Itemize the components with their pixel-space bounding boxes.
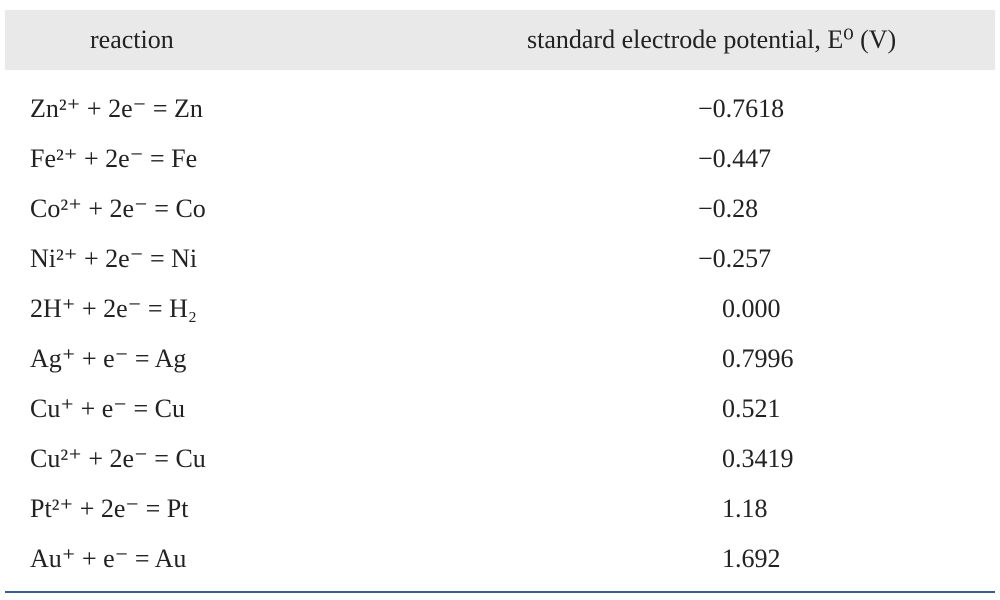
reaction-cell: Cu⁺ + e⁻ = Cu xyxy=(30,394,185,423)
reaction-cell: Au⁺ + e⁻ = Au xyxy=(30,544,187,573)
reaction-cell: Ni²⁺ + 2e⁻ = Ni xyxy=(30,244,198,273)
reaction-cell: Fe²⁺ + 2e⁻ = Fe xyxy=(30,144,198,173)
potential-cell: 0.3419 xyxy=(722,444,794,473)
reaction-cell: 2H⁺ + 2e⁻ = H₂ xyxy=(30,294,197,323)
bottom-rule xyxy=(5,591,995,593)
potential-cell: 0.521 xyxy=(722,394,781,423)
potential-cell: −0.28 xyxy=(698,194,759,223)
potential-cell: 1.18 xyxy=(722,494,768,523)
reaction-cell: Co²⁺ + 2e⁻ = Co xyxy=(30,194,206,223)
header-cell: standard electrode potential, E⁰ (V) xyxy=(527,25,897,54)
reaction-cell: Cu²⁺ + 2e⁻ = Cu xyxy=(30,444,206,473)
potential-cell: 0.000 xyxy=(722,294,781,323)
reaction-cell: Ag⁺ + e⁻ = Ag xyxy=(30,344,187,373)
header-band xyxy=(5,10,995,70)
potential-cell: 1.692 xyxy=(722,544,781,573)
potential-cell: 0.7996 xyxy=(722,344,794,373)
reaction-cell: Pt²⁺ + 2e⁻ = Pt xyxy=(30,494,189,523)
reaction-cell: Zn²⁺ + 2e⁻ = Zn xyxy=(30,94,203,123)
potential-cell: −0.447 xyxy=(698,144,772,173)
header-cell: reaction xyxy=(90,25,174,54)
potential-cell: −0.257 xyxy=(698,244,772,273)
potential-cell: −0.7618 xyxy=(698,94,785,123)
